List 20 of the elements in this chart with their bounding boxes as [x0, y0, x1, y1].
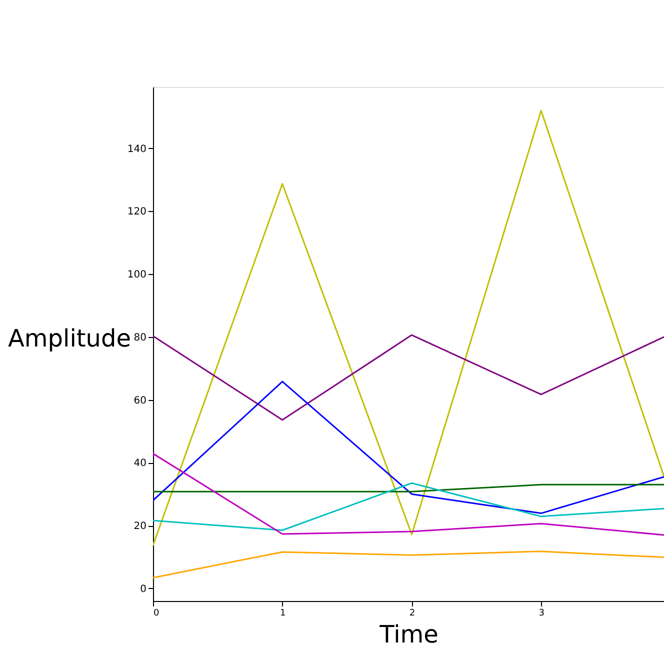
line-series: [153, 550, 664, 578]
line-series: [153, 380, 664, 514]
x-tick-label: 3: [538, 608, 544, 618]
y-tick-label: 20: [134, 521, 146, 532]
y-tick-label: 80: [134, 332, 146, 344]
x-tick-label: 1: [280, 608, 286, 618]
line-series: [153, 452, 664, 536]
line-series: [153, 482, 664, 532]
line-series: [153, 110, 664, 546]
y-tick-label: 120: [127, 206, 146, 218]
y-tick-label: 60: [134, 395, 146, 406]
x-axis-title: Time: [378, 620, 438, 648]
x-tick-label: 0: [154, 608, 160, 618]
y-tick-label: 140: [127, 144, 146, 155]
y-tick-label: 0: [140, 584, 146, 595]
x-tick-label: 2: [409, 608, 416, 618]
y-axis-title: Amplitude: [8, 324, 131, 352]
y-tick-label: 40: [134, 458, 146, 470]
y-tick-label: 100: [127, 270, 146, 281]
line-series: [153, 334, 664, 421]
